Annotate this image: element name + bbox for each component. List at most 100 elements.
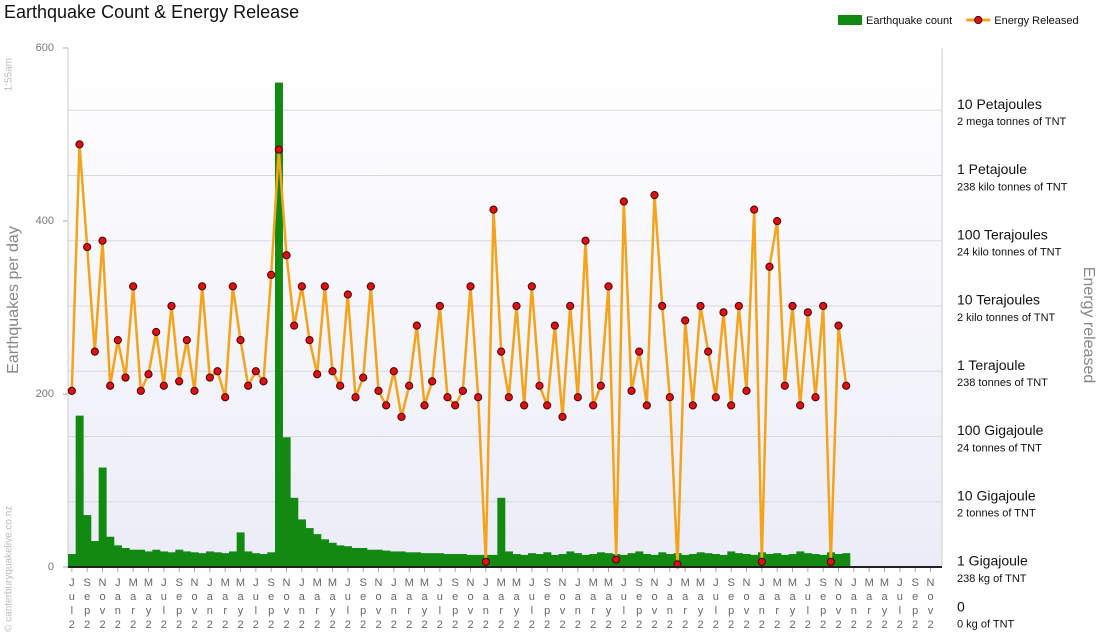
bar: [497, 497, 506, 567]
energy-point: [550, 321, 559, 330]
energy-point: [244, 381, 253, 390]
bar: [804, 553, 812, 567]
energy-point: [274, 145, 283, 154]
bar: [635, 551, 644, 567]
energy-point: [696, 301, 705, 311]
energy-point: [742, 386, 751, 395]
energy-point: [581, 236, 590, 245]
bar: [129, 549, 138, 567]
bar: [267, 552, 276, 567]
bar: [842, 553, 851, 567]
energy-point: [834, 321, 843, 330]
energy-point: [780, 381, 789, 390]
bar: [328, 542, 337, 567]
energy-point: [205, 373, 214, 382]
bar: [765, 554, 774, 567]
energy-point: [336, 381, 345, 390]
bar: [351, 547, 360, 567]
energy-point: [251, 367, 260, 376]
bar: [98, 467, 107, 567]
bar: [689, 554, 697, 567]
energy-point: [773, 217, 782, 226]
bar: [459, 554, 467, 567]
y2-axis-title: Energy released: [1080, 267, 1097, 384]
bar: [597, 552, 605, 567]
bar: [313, 534, 322, 567]
bar: [474, 554, 483, 567]
energy-point: [811, 393, 820, 402]
energy-point: [788, 301, 797, 311]
y2-tick-sublabel: 238 kg of TNT: [957, 573, 1027, 585]
energy-point: [796, 401, 805, 410]
energy-point: [236, 336, 245, 345]
bar: [666, 554, 674, 567]
bar: [390, 551, 398, 567]
bar: [819, 554, 828, 567]
bar: [229, 551, 237, 567]
bar: [650, 554, 659, 567]
bar: [558, 554, 567, 567]
bar: [137, 549, 145, 567]
bar: [781, 554, 789, 567]
bar: [735, 553, 743, 567]
energy-point: [175, 377, 184, 386]
bar: [643, 554, 651, 567]
energy-point: [389, 367, 398, 376]
energy-point: [129, 282, 138, 291]
energy-point: [727, 401, 736, 410]
bar: [382, 550, 391, 567]
energy-point: [497, 347, 506, 356]
energy-point: [719, 308, 728, 317]
energy-point: [90, 347, 99, 356]
bar: [796, 551, 805, 567]
y2-tick-label: 0: [957, 598, 965, 614]
y2-tick-sublabel: 2 mega tonnes of TNT: [957, 116, 1067, 128]
energy-point: [397, 412, 406, 421]
energy-point: [750, 205, 759, 214]
bar: [788, 554, 797, 567]
y2-tick-sublabel: 238 kilo tonnes of TNT: [957, 181, 1068, 193]
bar: [206, 551, 214, 567]
energy-point: [313, 370, 322, 379]
bar: [604, 553, 613, 567]
energy-point: [688, 401, 697, 410]
bar: [466, 554, 475, 567]
energy-point: [259, 377, 268, 386]
bar: [198, 553, 207, 567]
bar: [367, 549, 375, 567]
bar: [428, 553, 437, 567]
energy-point: [190, 386, 199, 395]
bar: [374, 549, 383, 567]
y2-tick-sublabel: 2 kilo tonnes of TNT: [957, 312, 1056, 324]
bar: [543, 552, 552, 567]
y2-tick-label: 10 Terajoules: [957, 292, 1040, 308]
y-tick-label: 400: [36, 215, 54, 227]
energy-point: [213, 367, 222, 376]
bar: [75, 415, 84, 567]
energy-point: [589, 401, 598, 410]
bar: [658, 552, 667, 567]
bar: [489, 554, 498, 567]
energy-point: [520, 401, 529, 410]
